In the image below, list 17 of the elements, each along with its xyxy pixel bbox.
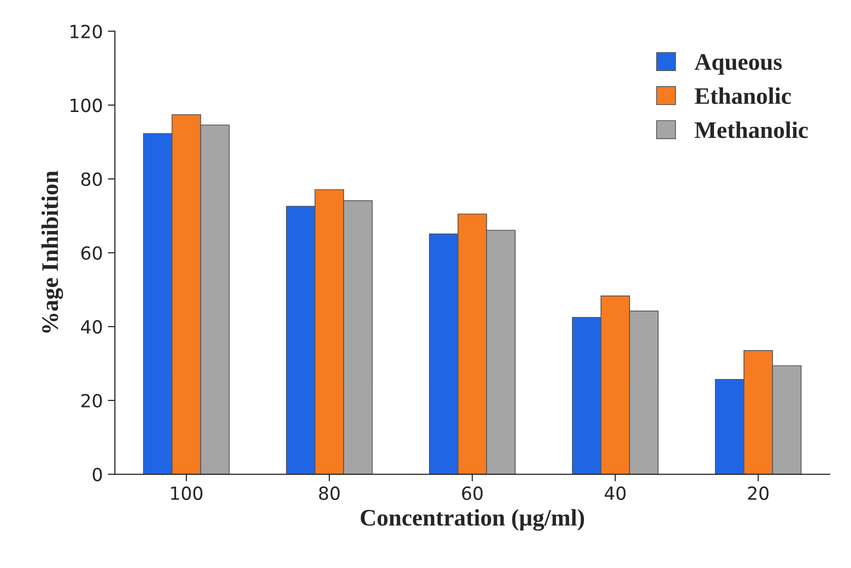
y-tick-label: 80 [81, 172, 102, 186]
y-tick-label: 60 [81, 246, 102, 260]
y-tick-label: 40 [80, 320, 102, 334]
y-tick-label: 100 [70, 98, 102, 112]
legend-label: Aqueous [694, 54, 782, 75]
y-tick-label: 20 [81, 394, 102, 408]
x-tick-label: 40 [604, 486, 626, 500]
x-tick-label: 80 [319, 486, 340, 500]
y-tick-label: 120 [70, 24, 102, 38]
legend-label: Ethanolic [694, 87, 791, 104]
x-tick-label: 100 [171, 486, 202, 500]
y-tick-label: 0 [92, 468, 102, 482]
y-axis-title: %age Inhibition [41, 170, 64, 333]
legend-label: Methanolic [694, 121, 808, 138]
x-tick-label: 60 [462, 486, 483, 500]
x-axis-title: Concentration (µg/ml) [360, 509, 584, 531]
x-tick-label: 20 [748, 486, 769, 500]
